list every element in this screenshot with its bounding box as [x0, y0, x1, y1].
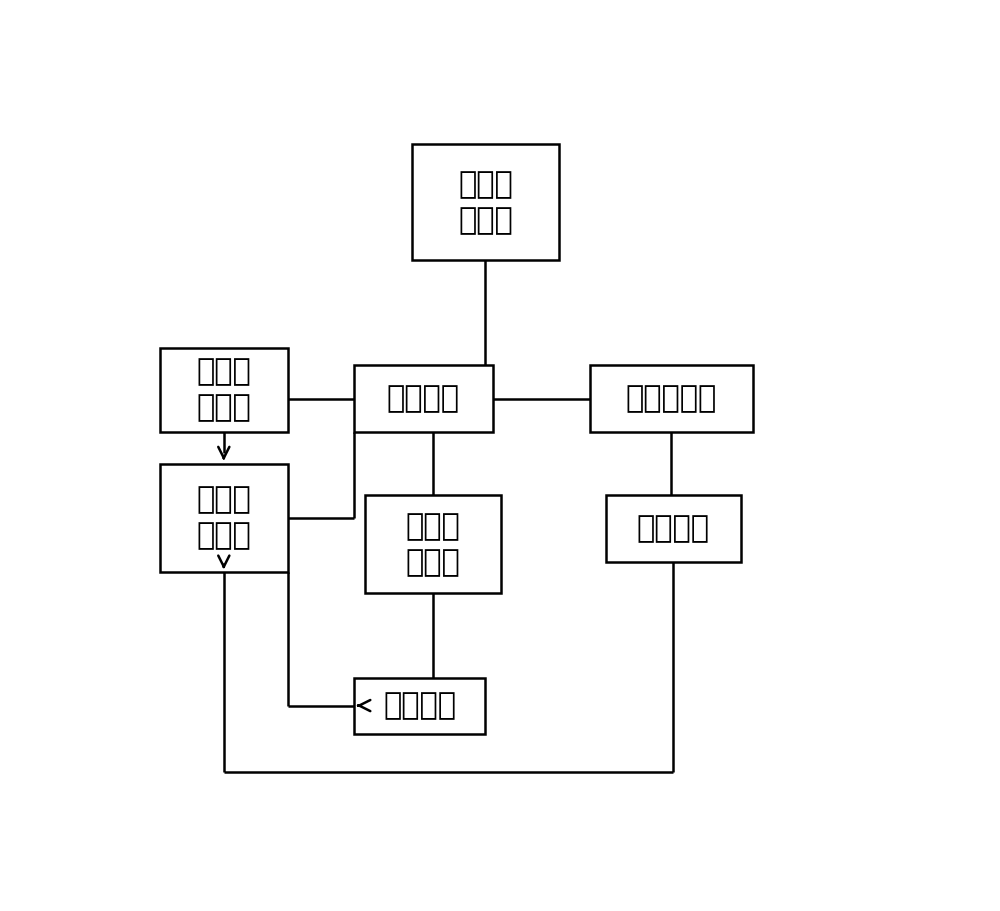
Text: 充电单元: 充电单元: [387, 384, 460, 414]
Text: 控制芯片: 控制芯片: [383, 691, 456, 720]
Bar: [160, 348, 288, 432]
Bar: [590, 365, 753, 432]
Bar: [412, 144, 559, 261]
Bar: [365, 496, 501, 593]
Bar: [606, 496, 741, 562]
Text: 辅助电
源单元: 辅助电 源单元: [458, 169, 513, 235]
Bar: [354, 678, 485, 733]
Text: 太阳能
光伏板: 太阳能 光伏板: [196, 357, 251, 423]
Text: 逆变单元: 逆变单元: [637, 514, 710, 543]
Text: 信号采
集单元: 信号采 集单元: [196, 486, 251, 550]
Bar: [160, 464, 288, 572]
Text: 电平转
换单元: 电平转 换单元: [406, 512, 460, 577]
Text: 充电电池组: 充电电池组: [626, 384, 717, 414]
Bar: [354, 365, 493, 432]
